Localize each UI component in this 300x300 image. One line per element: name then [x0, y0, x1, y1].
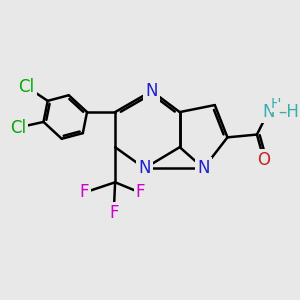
- Text: Cl: Cl: [10, 118, 26, 136]
- Text: N: N: [146, 82, 158, 100]
- Text: N: N: [262, 103, 274, 121]
- Text: Cl: Cl: [19, 78, 35, 96]
- Text: H: H: [271, 97, 281, 111]
- Text: F: F: [80, 183, 89, 201]
- Text: F: F: [136, 183, 145, 201]
- Text: N: N: [197, 159, 210, 177]
- Text: O: O: [257, 151, 270, 169]
- Text: –H: –H: [278, 103, 299, 121]
- Text: N: N: [138, 159, 151, 177]
- Text: F: F: [109, 204, 118, 222]
